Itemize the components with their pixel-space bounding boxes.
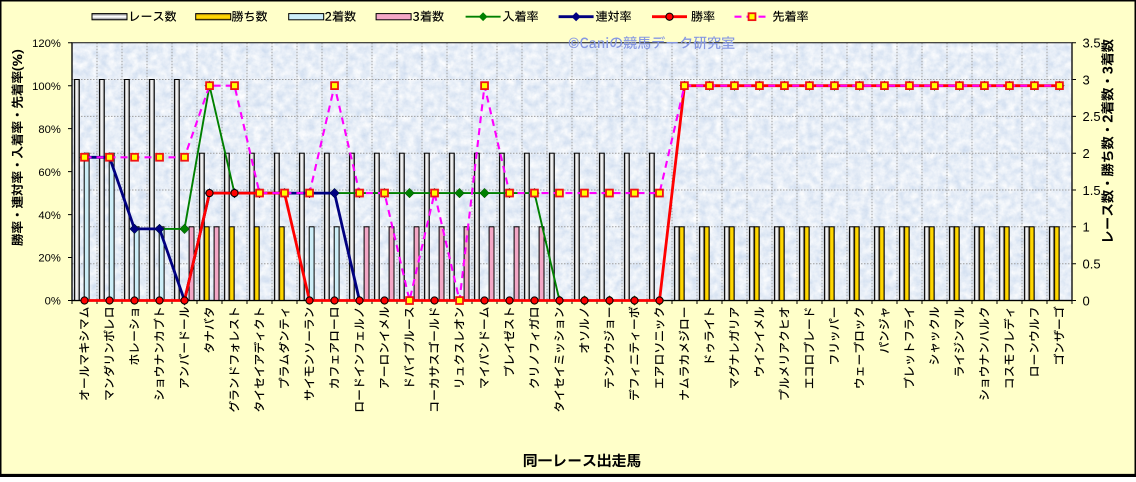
svg-text:60%: 60% [38,167,60,179]
svg-text:3.5: 3.5 [1083,36,1101,51]
svg-text:0: 0 [1083,293,1090,308]
svg-text:1.5: 1.5 [1083,183,1101,198]
svg-text:100%: 100% [32,81,61,93]
svg-text:80%: 80% [38,124,60,136]
svg-text:40%: 40% [38,210,60,222]
svg-text:3: 3 [1083,72,1090,87]
svg-text:120%: 120% [32,38,61,50]
svg-text:2.5: 2.5 [1083,109,1101,124]
svg-text:20%: 20% [38,253,60,265]
svg-text:0%: 0% [45,296,61,308]
svg-text:0.5: 0.5 [1083,257,1101,272]
svg-text:1: 1 [1083,220,1090,235]
svg-text:2: 2 [1083,146,1090,161]
